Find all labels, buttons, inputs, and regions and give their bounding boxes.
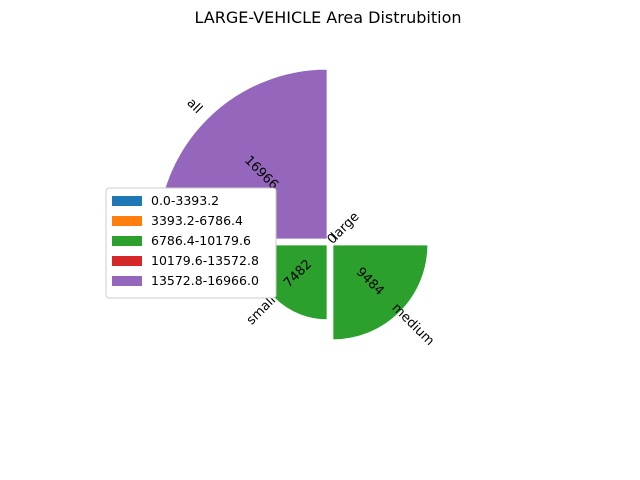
chart-title: LARGE-VEHICLE Area Distrubition bbox=[194, 8, 461, 27]
category-label-medium: medium bbox=[389, 301, 437, 349]
category-label-all: all bbox=[184, 96, 205, 117]
legend-label-3: 10179.6-13572.8 bbox=[151, 253, 259, 268]
legend-swatch-4 bbox=[112, 276, 142, 286]
legend-swatch-0 bbox=[112, 196, 142, 206]
slice-medium bbox=[332, 244, 429, 341]
legend-label-4: 13572.8-16966.0 bbox=[151, 273, 259, 288]
legend-frame bbox=[105, 187, 277, 299]
legend-swatch-2 bbox=[112, 236, 142, 246]
legend: 0.0-3393.2 3393.2-6786.4 6786.4-10179.6 101… bbox=[105, 187, 277, 299]
legend-swatch-3 bbox=[112, 256, 142, 266]
legend-label-1: 3393.2-6786.4 bbox=[151, 213, 243, 228]
legend-label-2: 6786.4-10179.6 bbox=[151, 233, 251, 248]
category-label-large: large bbox=[329, 209, 363, 243]
legend-swatch-1 bbox=[112, 216, 142, 226]
legend-label-0: 0.0-3393.2 bbox=[151, 193, 219, 208]
